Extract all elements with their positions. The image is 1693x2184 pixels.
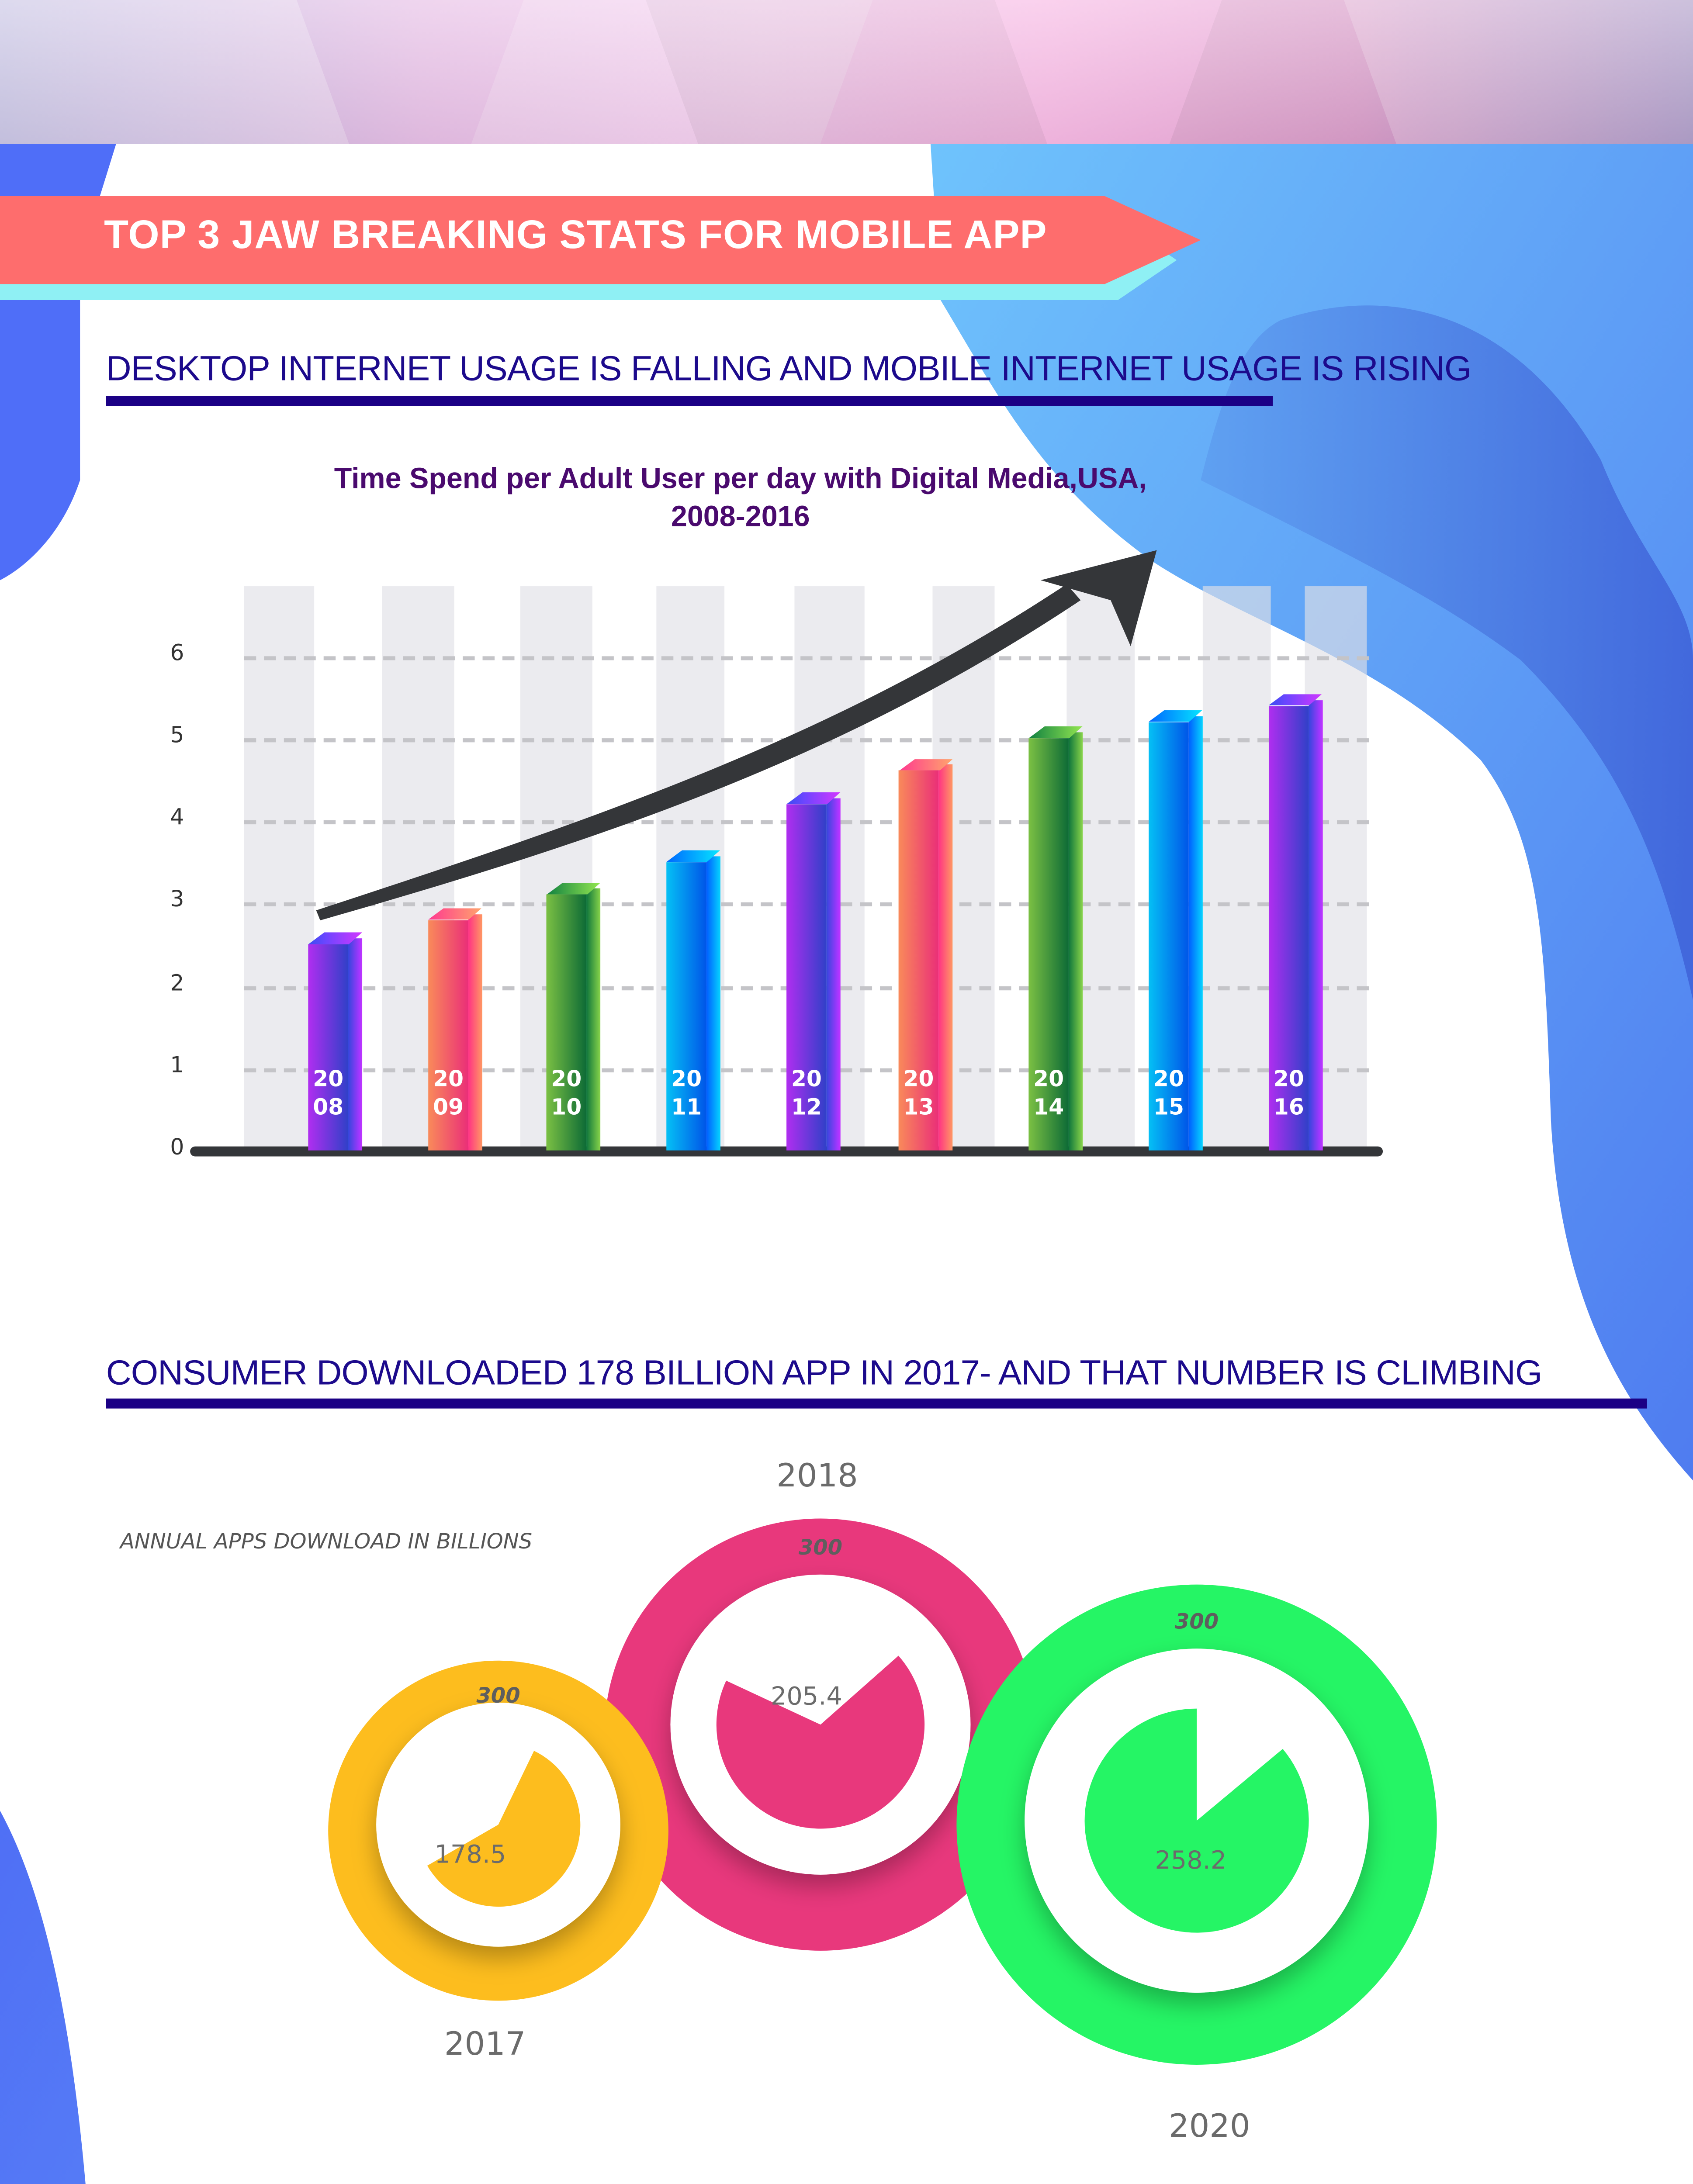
- donut-value-2020: 258.2: [1155, 1845, 1226, 1875]
- y-axis-tick: 0: [170, 1134, 184, 1161]
- x-axis-baseline: [190, 1146, 1383, 1157]
- donut-year-2018: 2018: [776, 1456, 858, 1495]
- bar-year-label: 2011: [671, 1066, 702, 1120]
- chart-title: Time Spend per Adult User per day with D…: [200, 462, 1281, 538]
- chart-title-line2: 2008-2016: [671, 502, 810, 534]
- bar-year-label: 2015: [1153, 1066, 1184, 1120]
- chart-column-background: [1202, 586, 1271, 1151]
- pie-wedge: [427, 1751, 581, 1907]
- donut-2018: 300 205.4: [604, 1518, 1037, 1951]
- donut-charts-downloads: 300 205.4 300 178.5 300 258.2: [328, 1518, 1437, 2065]
- donut-year-2017: 2017: [444, 2025, 526, 2063]
- bar-side: [1188, 715, 1203, 1151]
- chart-column-background: [244, 586, 315, 1151]
- bar-face: [428, 919, 468, 1151]
- bar-side: [468, 913, 482, 1151]
- donut-value-2017: 178.5: [434, 1839, 506, 1869]
- bar-side: [826, 798, 841, 1151]
- bar-face: [1149, 722, 1189, 1151]
- bar-2009: 2009: [428, 907, 482, 1151]
- bar-face: [1268, 705, 1309, 1151]
- section-heading-downloads: CONSUMER DOWNLOADED 178 BILLION APP IN 2…: [106, 1352, 1543, 1393]
- bar-side: [938, 765, 953, 1151]
- donut-max-label: 300: [799, 1535, 842, 1560]
- bar-side: [1309, 699, 1323, 1151]
- bar-side: [586, 888, 601, 1151]
- chart-title-line1: Time Spend per Adult User per day with D…: [334, 464, 1147, 496]
- bar-side: [1068, 732, 1083, 1151]
- donut-max-label: 300: [476, 1683, 520, 1708]
- pie-wedge: [1084, 1708, 1309, 1933]
- header-pattern-band: [0, 0, 1693, 144]
- y-axis-tick: 4: [170, 805, 184, 831]
- bar-2011: 2011: [666, 850, 720, 1151]
- bar-year-label: 2016: [1273, 1066, 1304, 1120]
- bar-year-label: 2012: [791, 1066, 822, 1120]
- bar-2014: 2014: [1028, 726, 1083, 1151]
- bar-year-label: 2009: [433, 1066, 464, 1120]
- banner-title: TOP 3 JAW BREAKING STATS FOR MOBILE APP: [104, 214, 1047, 258]
- bar-2012: 2012: [786, 792, 841, 1151]
- bar-2016: 2016: [1268, 693, 1323, 1151]
- bar-side: [706, 856, 720, 1151]
- gridline: [244, 656, 1369, 660]
- bar-year-label: 2014: [1033, 1066, 1064, 1121]
- bar-face: [546, 895, 587, 1151]
- bar-side: [348, 938, 363, 1151]
- bar-face: [666, 862, 706, 1151]
- bar-year-label: 2010: [551, 1066, 582, 1120]
- bar-face: [1028, 738, 1069, 1151]
- donut-2020: 300 258.2: [956, 1584, 1437, 2065]
- bar-2013: 2013: [898, 759, 953, 1151]
- section-heading-usage: DESKTOP INTERNET USAGE IS FALLING AND MO…: [106, 348, 1472, 388]
- donut-year-2020: 2020: [1168, 2107, 1250, 2145]
- y-axis-tick: 5: [170, 722, 184, 749]
- bar-face: [308, 944, 348, 1151]
- y-axis-tick: 3: [170, 887, 184, 913]
- bar-2008: 2008: [308, 932, 363, 1151]
- bar-year-label: 2008: [313, 1066, 344, 1121]
- section-underline: [106, 1398, 1647, 1409]
- bar-year-label: 2013: [903, 1066, 934, 1120]
- donut-max-label: 300: [1175, 1609, 1219, 1634]
- title-banner: [0, 196, 1201, 284]
- bar-2015: 2015: [1149, 709, 1203, 1151]
- y-axis-tick: 6: [170, 639, 184, 666]
- trend-arrow-icon: [316, 550, 1157, 920]
- pie-wedge: [716, 1655, 925, 1829]
- y-axis-tick: 1: [170, 1052, 184, 1078]
- section-underline: [106, 396, 1273, 406]
- y-axis-tick: 2: [170, 969, 184, 996]
- background-blobs: [0, 144, 1693, 2184]
- chart-annotation: ANNUAL APPS DOWNLOAD IN BILLIONS: [120, 1531, 533, 1555]
- bar-face: [898, 771, 939, 1151]
- bar-face: [786, 804, 827, 1151]
- donut-value-2018: 205.4: [771, 1682, 842, 1711]
- donut-2017: 300 178.5: [328, 1660, 668, 2001]
- bar-2010: 2010: [546, 883, 601, 1151]
